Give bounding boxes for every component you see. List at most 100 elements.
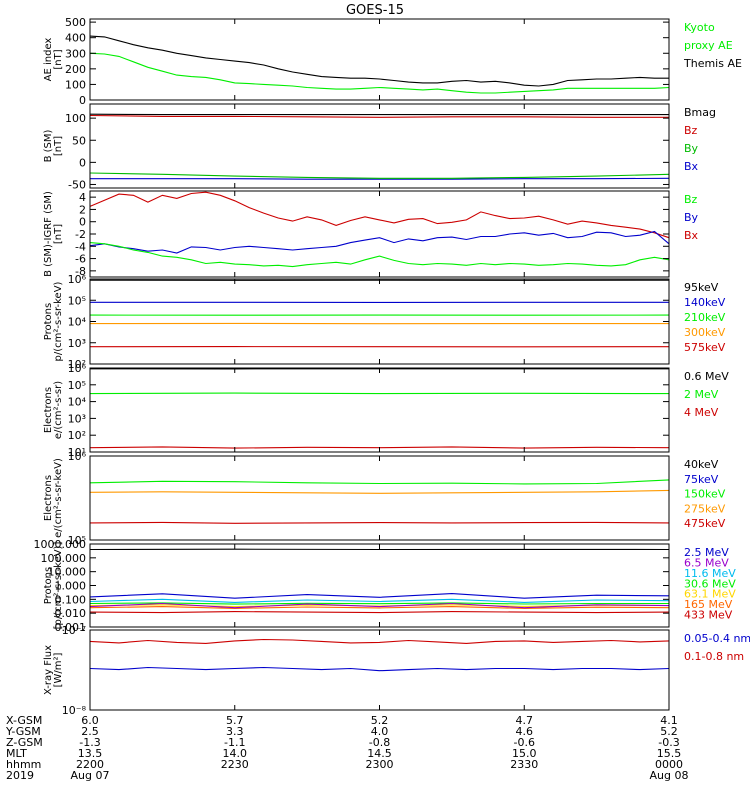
- series-line-3-2: [89, 230, 670, 254]
- series-line-8-1: [89, 638, 670, 644]
- y-tick-label: 10.000: [48, 566, 87, 579]
- y-axis-title: [p/(cm²-s-sr-keV)]: [53, 542, 64, 630]
- ephemeris-value: 5.7: [226, 714, 244, 727]
- y-tick-label: -8: [75, 265, 86, 278]
- y-tick-label: 0.010: [55, 607, 87, 620]
- y-axis-title: Electrons: [43, 387, 54, 433]
- series-line-6-2: [89, 489, 670, 494]
- ephemeris-row-label: MLT: [6, 747, 27, 760]
- y-tick-label: 4: [79, 191, 86, 204]
- y-axis-title: [nT]: [53, 49, 64, 69]
- series-line-1-1: [89, 35, 669, 87]
- y-tick-label: 100.000: [41, 552, 87, 565]
- series-line-7-4: [89, 602, 669, 605]
- legend-label: Bz: [684, 124, 698, 137]
- y-tick-label: 10⁻⁸: [62, 704, 87, 717]
- y-tick-label: 10⁵: [68, 379, 86, 392]
- ephemeris-value: 2330: [510, 758, 538, 771]
- legend-label: 150keV: [684, 488, 726, 501]
- legend-label: Kyoto: [684, 21, 715, 34]
- y-tick-label: 1000.000: [34, 538, 87, 551]
- legend-label: 210keV: [684, 311, 726, 324]
- legend-label: 475keV: [684, 517, 726, 530]
- legend-label: Bz: [684, 193, 698, 206]
- legend-label: 433 MeV: [684, 609, 733, 622]
- y-axis-title: Protons: [43, 567, 54, 604]
- legend-label: 0.05-0.4 nm: [684, 632, 750, 645]
- legend-label: 75keV: [684, 473, 719, 486]
- legend-label: 0.1-0.8 nm: [684, 650, 744, 663]
- legend-label: 4 MeV: [684, 406, 719, 419]
- panel-3: 420-2-4-6-8 B (SM)-IGRF (SM) [nT] Bz By Bx: [43, 190, 699, 278]
- series-line-7-5: [89, 598, 670, 603]
- y-tick-label: 0: [79, 216, 86, 229]
- legend-label: 2 MeV: [684, 388, 719, 401]
- panel-frame: [89, 543, 670, 628]
- ephemeris-value: 13.5: [78, 747, 103, 760]
- legend-label: 11.6 MeV: [684, 567, 736, 580]
- y-tick-label: 10⁶: [68, 362, 87, 375]
- y-tick-label: -2: [75, 228, 86, 241]
- legend-label: 575keV: [684, 341, 726, 354]
- ephemeris-value: 2.5: [81, 725, 99, 738]
- y-axis-title: AE index: [43, 38, 54, 82]
- y-axis-title: e/(cm²-s-sr-keV): [53, 458, 64, 538]
- ephemeris-value: -1.3: [79, 736, 100, 749]
- ephemeris-value: 14.5: [367, 747, 392, 760]
- y-axis-title: [nT]: [53, 136, 64, 156]
- y-axis-title: Electrons: [43, 475, 54, 521]
- y-tick-label: 10⁵: [68, 534, 86, 547]
- ephemeris-value: -1.1: [224, 736, 245, 749]
- series-line-6-1: [89, 521, 670, 524]
- y-tick-label: 100: [65, 112, 86, 125]
- ephemeris-value: 0000: [655, 758, 683, 771]
- legend-label: 0.6 MeV: [684, 370, 729, 383]
- ephemeris-value: Aug 08: [650, 769, 689, 782]
- y-tick-label: 200: [65, 63, 86, 76]
- legend-label: 95keV: [684, 281, 719, 294]
- y-tick-label: -6: [75, 253, 86, 266]
- ephemeris-row-label: Y-GSM: [5, 725, 41, 738]
- panel-6: 10⁶ 10⁵ Electrons e/(cm²-s-sr-keV) 40keV 75ke…: [43, 450, 726, 547]
- y-axis-title: [W/m²]: [53, 652, 64, 687]
- legend-label: 2.5 MeV: [684, 546, 729, 559]
- y-tick-label: 10³: [68, 412, 86, 425]
- legend-label: 6.5 MeV: [684, 556, 729, 569]
- ephemeris-value: 5.2: [660, 725, 678, 738]
- series-line-7-6: [89, 602, 670, 609]
- series-line-8-2: [89, 666, 670, 672]
- series-line-3-3: [89, 242, 670, 268]
- legend-label: Themis AE: [683, 57, 742, 70]
- legend-label: 275keV: [684, 502, 726, 515]
- y-tick-label: 500: [65, 16, 86, 29]
- panel-frame: [89, 278, 670, 365]
- ephemeris-value: 3.3: [226, 725, 244, 738]
- y-tick-label: 0.100: [55, 593, 87, 606]
- y-tick-label: 10²: [68, 429, 86, 442]
- ephemeris-value: 14.0: [223, 747, 248, 760]
- legend-label: 300keV: [684, 326, 726, 339]
- legend-label: 40keV: [684, 458, 719, 471]
- legend-label: proxy AE: [684, 39, 733, 52]
- y-tick-label: 10⁶: [68, 450, 87, 463]
- series-line-7-7: [89, 593, 670, 599]
- ephemeris-value: 5.2: [371, 714, 389, 727]
- panel-5: 10⁶ 10⁵ 10⁴ 10³ 10² 10¹ Electrons e/(cm²-s-sr) 0…: [43, 362, 729, 459]
- series-line-5-2: [89, 392, 670, 395]
- y-tick-label: 10⁴: [68, 396, 87, 409]
- y-tick-label: 10⁴: [68, 316, 87, 329]
- y-axis-title: p/(cm²-s-sr-keV): [53, 281, 64, 361]
- ephemeris-value: 4.1: [660, 714, 678, 727]
- ephemeris-value: -0.8: [369, 736, 390, 749]
- y-tick-label: 10²: [68, 358, 86, 371]
- ephemeris-value: 4.0: [371, 725, 389, 738]
- ephemeris-value: -0.3: [658, 736, 679, 749]
- ephemeris-value: 4.7: [516, 714, 534, 727]
- panel-1: 500 400 300 200 100 0 AE index [nT] Kyoto proxy A…: [43, 16, 742, 107]
- legend-label: Bx: [684, 229, 699, 242]
- y-tick-label: 10⁻⁷: [62, 624, 86, 637]
- legend-label: By: [684, 211, 699, 224]
- legend-label: 63.1 MeV: [684, 588, 736, 601]
- panel-frame: [89, 367, 670, 453]
